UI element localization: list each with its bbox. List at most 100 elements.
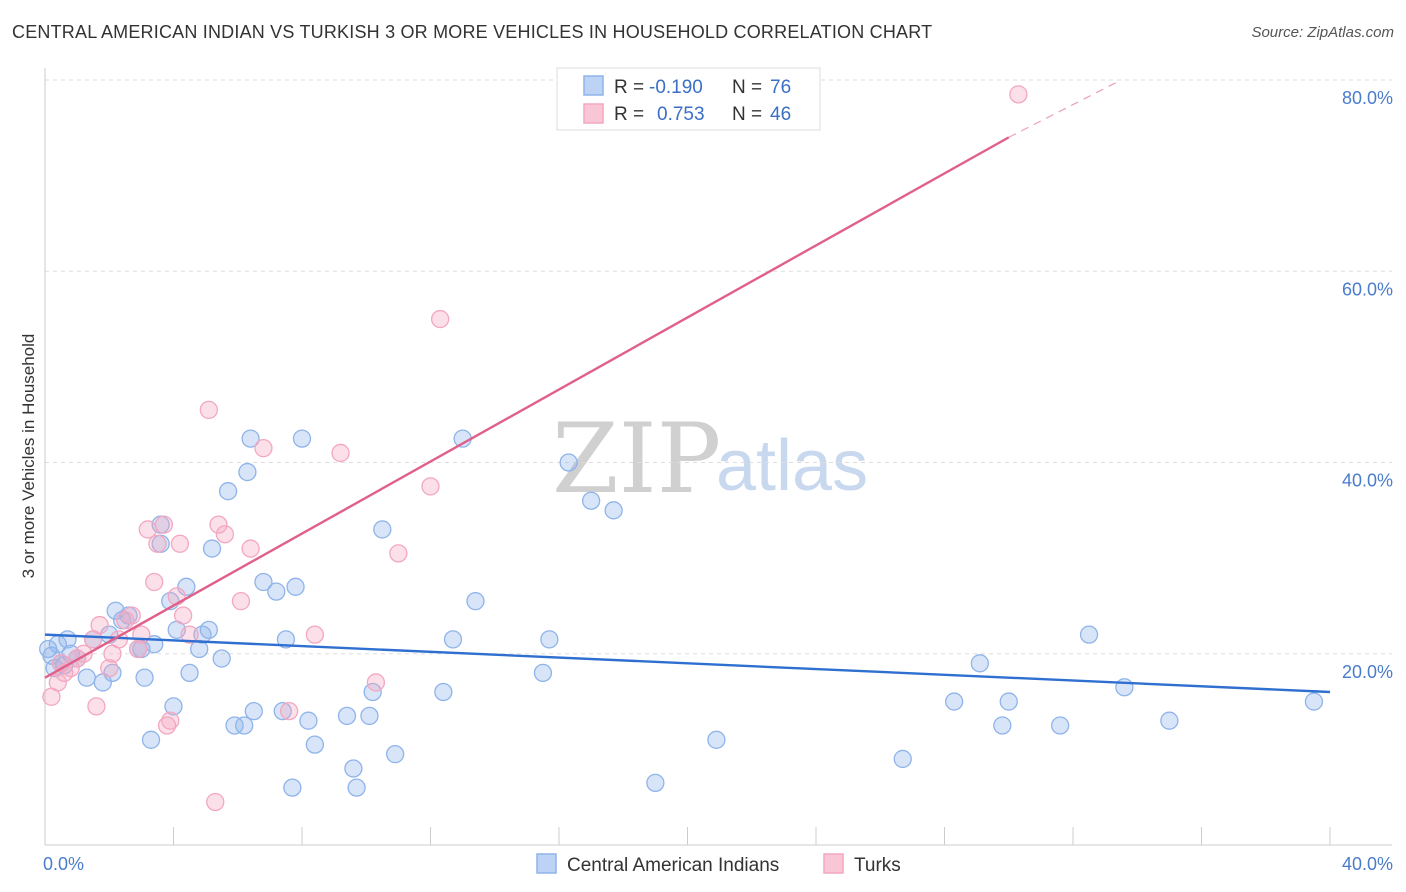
data-point (299, 711, 318, 730)
data-point (180, 625, 199, 644)
data-point (434, 682, 453, 702)
data-point (129, 639, 148, 659)
data-point (466, 592, 485, 611)
data-point (180, 663, 199, 683)
data-point (202, 539, 222, 558)
chart-title: CENTRAL AMERICAN INDIAN VS TURKISH 3 OR … (12, 22, 933, 42)
data-point (244, 701, 263, 721)
legend-n-label-1: N = (732, 77, 762, 98)
gridlines (45, 79, 1392, 655)
data-point (559, 453, 578, 472)
data-point (273, 701, 292, 721)
data-point (283, 778, 302, 797)
x-tick-label: 0.0% (43, 854, 84, 874)
data-point (944, 692, 964, 711)
data-point (132, 625, 151, 644)
data-point (167, 587, 186, 606)
data-point (347, 778, 366, 797)
series-legend-swatch-blue (536, 853, 557, 874)
data-point (707, 730, 726, 749)
y-tick-label: 40.0% (1342, 471, 1393, 491)
legend-n-value-2: 46 (770, 104, 791, 125)
data-point (164, 697, 183, 716)
stats-legend: R = -0.190 N = 76 R = 0.753 N = 46 (556, 67, 821, 131)
data-point (1079, 625, 1099, 644)
data-point (206, 792, 225, 812)
watermark-atlas: atlas (716, 426, 868, 506)
legend-swatch-pink (583, 103, 604, 124)
data-point (360, 706, 379, 726)
data-point (443, 630, 463, 649)
legend-r-label-1: R = (614, 77, 644, 98)
data-point (173, 606, 193, 625)
data-point (1009, 85, 1028, 104)
data-point (331, 443, 350, 463)
data-point (148, 534, 167, 553)
data-point (199, 620, 218, 639)
data-point (421, 477, 440, 496)
data-point (235, 716, 254, 735)
legend-r-label-2: R = (614, 104, 644, 125)
data-point (48, 673, 67, 692)
y-tick-labels: 20.0% 40.0% 60.0% 80.0% (1342, 88, 1393, 682)
data-point (1160, 711, 1179, 730)
trend-line (44, 136, 1010, 679)
legend-n-value-1: 76 (770, 77, 791, 98)
y-tick-label: 80.0% (1342, 88, 1393, 108)
data-point (212, 649, 231, 668)
y-tick-label: 20.0% (1342, 662, 1393, 682)
data-point (604, 501, 623, 520)
data-point (231, 592, 251, 611)
data-point (305, 625, 325, 644)
data-point (581, 491, 601, 510)
data-point (373, 520, 392, 539)
trend-lines (44, 79, 1331, 694)
source-credit: Source: ZipAtlas.com (1251, 24, 1394, 41)
data-point (87, 697, 106, 716)
data-point (122, 606, 141, 625)
data-point (389, 544, 408, 563)
series-legend-swatch-pink (823, 853, 844, 874)
data-point (238, 462, 257, 482)
data-point (386, 745, 405, 764)
data-point (100, 658, 119, 678)
data-point (138, 520, 157, 539)
data-point (344, 759, 363, 778)
legend-r-value-2: 0.753 (657, 104, 705, 125)
series-turks (42, 85, 1028, 812)
y-axis-label: 3 or more Vehicles in Household (19, 334, 38, 579)
data-point (135, 668, 154, 687)
data-point (430, 309, 450, 329)
data-point (209, 515, 228, 534)
data-point (267, 582, 286, 601)
trend-line-extension (1008, 79, 1122, 138)
legend-r-value-1: -0.190 (649, 77, 703, 98)
data-point (366, 673, 386, 692)
watermark-zip: ZIP (552, 403, 721, 515)
data-point (154, 515, 174, 534)
data-point (533, 663, 553, 683)
data-point (646, 773, 665, 792)
data-point (993, 716, 1012, 735)
data-point (90, 615, 109, 635)
data-point (1051, 716, 1070, 735)
series-legend-label-pink: Turks (854, 855, 901, 876)
data-point (363, 682, 382, 702)
y-tick-label: 60.0% (1342, 279, 1393, 299)
legend-swatch-blue (583, 75, 604, 96)
series-legend: Central American Indians Turks (536, 853, 901, 876)
axes (44, 68, 1392, 846)
data-point (218, 482, 238, 501)
series-legend-label-blue: Central American Indians (567, 855, 779, 876)
data-point (305, 735, 325, 754)
data-point (161, 711, 180, 730)
data-point (241, 429, 260, 448)
x-tick-label: 40.0% (1342, 854, 1393, 874)
data-point (540, 630, 559, 649)
data-point (970, 654, 989, 673)
data-point (141, 730, 161, 749)
data-point (177, 577, 196, 596)
data-point (1115, 678, 1134, 697)
data-point (893, 749, 912, 769)
